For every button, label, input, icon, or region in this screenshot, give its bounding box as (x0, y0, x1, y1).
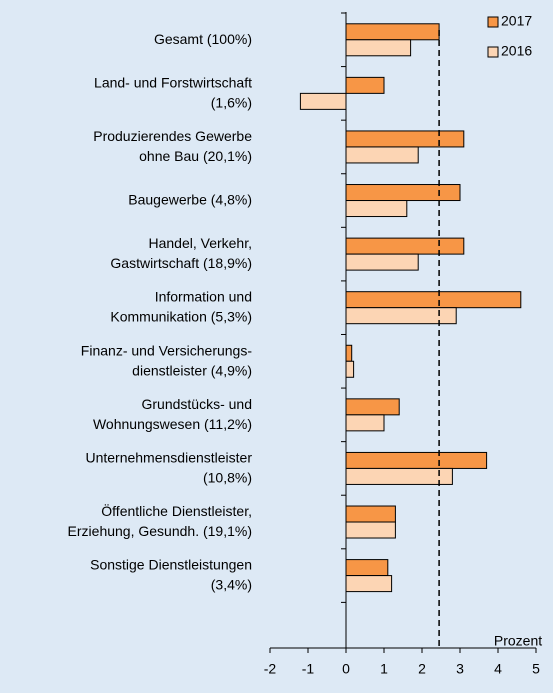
legend-swatch (487, 46, 499, 58)
y-tick-label: Information und Kommunikation (5,3%) (110, 288, 252, 324)
y-tick-label-line: (1,6%) (211, 94, 252, 110)
x-tick-label: 0 (342, 661, 350, 677)
y-tick-label-line: Produzierendes Gewerbe (93, 128, 252, 144)
bar (345, 575, 393, 593)
y-tick-label: Handel, Verkehr, Gastwirtschaft (18,9%) (110, 235, 252, 271)
y-tick-label-line: Gesamt (100%) (154, 30, 252, 46)
y-tick-label: Gesamt (100%) (154, 30, 252, 46)
bar (345, 451, 488, 469)
x-tick-label: -2 (264, 661, 277, 677)
bar (345, 291, 522, 309)
y-tick-label-line: dienstleister (4,9%) (132, 362, 252, 378)
y-tick-label-line: (3,4%) (211, 576, 252, 592)
bar (345, 360, 355, 378)
bar (345, 130, 465, 148)
bar (345, 237, 465, 255)
y-tick-label-line: Land- und Forstwirtschaft (94, 74, 252, 90)
bar (345, 505, 396, 523)
bar (345, 76, 385, 94)
x-axis-label: Prozent (494, 633, 542, 649)
bar (345, 23, 440, 41)
bar (345, 184, 461, 202)
y-tick-label-line: Gastwirtschaft (18,9%) (110, 255, 252, 271)
y-tick-label-line: (10,8%) (203, 469, 252, 485)
y-tick-label-line: Handel, Verkehr, (148, 235, 252, 251)
legend-label: 2017 (501, 13, 532, 29)
x-tick-label: 3 (456, 661, 464, 677)
bar (345, 467, 453, 485)
y-tick-label: Sonstige Dienstleistungen (3,4%) (90, 556, 252, 592)
y-tick-label-line: Öffentliche Dienstleister, (101, 502, 252, 519)
y-tick-label-line: Baugewerbe (4,8%) (128, 191, 252, 207)
x-tick-label: 5 (532, 661, 540, 677)
bar (345, 307, 457, 325)
y-tick-label-line: ohne Bau (20,1%) (139, 148, 252, 164)
bar (345, 200, 408, 218)
y-tick-label-line: Kommunikation (5,3%) (110, 308, 252, 324)
bar (345, 146, 419, 164)
y-tick-label-line: Finanz- und Versicherungs- (81, 342, 253, 358)
x-tick-label: -1 (302, 661, 315, 677)
y-tick-label-line: Information und (155, 288, 252, 304)
y-tick-label-line: Wohnungswesen (11,2%) (93, 416, 252, 432)
y-tick-label: Land- und Forstwirtschaft (1,6%) (94, 74, 252, 110)
y-tick-label: Produzierendes Gewerbe ohne Bau (20,1%) (93, 128, 252, 164)
legend-swatch (487, 16, 499, 28)
bar (345, 39, 412, 57)
bar (345, 521, 396, 539)
y-tick-label-line: Grundstücks- und (142, 396, 253, 412)
y-tick-label: Baugewerbe (4,8%) (128, 191, 252, 207)
x-tick-label: 1 (380, 661, 388, 677)
y-tick-label: Finanz- und Versicherungs-dienstleister … (81, 342, 253, 378)
bar (345, 344, 353, 362)
y-tick-label-line: Sonstige Dienstleistungen (90, 556, 252, 572)
bar (345, 398, 400, 416)
y-tick-label: Grundstücks- und Wohnungswesen (11,2%) (93, 396, 252, 432)
y-tick-label: Unternehmensdienstleister (10,8%) (85, 449, 252, 485)
bar (299, 92, 347, 110)
x-tick-label: 4 (494, 661, 502, 677)
legend-label: 2016 (501, 43, 532, 59)
bar (345, 253, 419, 271)
bar (345, 414, 385, 432)
y-tick-label: Öffentliche Dienstleister, Erziehung, Ges… (68, 502, 252, 539)
y-tick-label-line: Unternehmensdienstleister (85, 449, 252, 465)
x-tick-label: 2 (418, 661, 426, 677)
y-tick-label-line: Erziehung, Gesundh. (19,1%) (68, 523, 252, 539)
bar (345, 559, 389, 577)
